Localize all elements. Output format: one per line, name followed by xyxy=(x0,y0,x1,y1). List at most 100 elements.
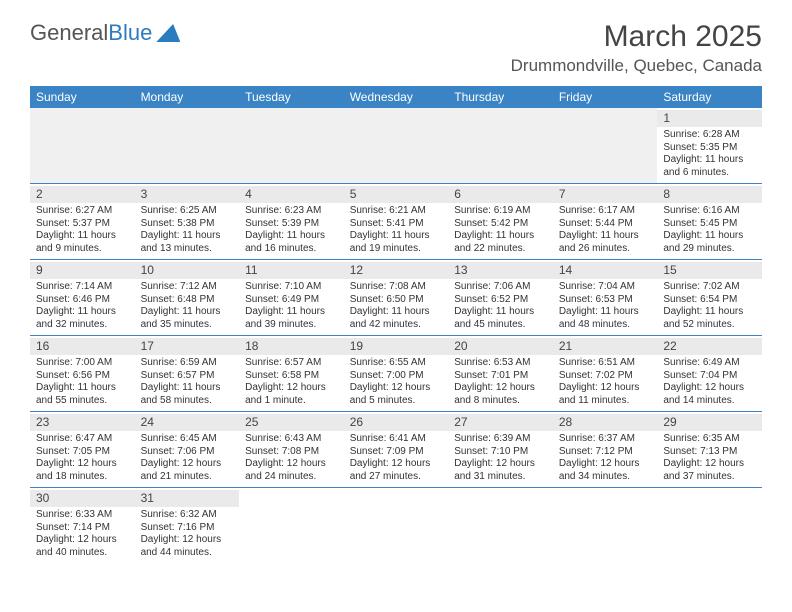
day-info: Sunrise: 6:32 AMSunset: 7:16 PMDaylight:… xyxy=(141,509,234,559)
daylight-text: Daylight: 12 hours and 8 minutes. xyxy=(454,382,547,407)
weekday-header: Monday xyxy=(135,86,240,108)
sunrise-text: Sunrise: 6:57 AM xyxy=(245,357,338,370)
day-info: Sunrise: 6:27 AMSunset: 5:37 PMDaylight:… xyxy=(36,205,129,255)
daylight-text: Daylight: 11 hours and 52 minutes. xyxy=(663,306,756,331)
calendar-day-cell: 13Sunrise: 7:06 AMSunset: 6:52 PMDayligh… xyxy=(448,260,553,336)
daylight-text: Daylight: 12 hours and 18 minutes. xyxy=(36,458,129,483)
calendar-day-cell xyxy=(239,108,344,184)
calendar-day-cell: 9Sunrise: 7:14 AMSunset: 6:46 PMDaylight… xyxy=(30,260,135,336)
day-info: Sunrise: 7:10 AMSunset: 6:49 PMDaylight:… xyxy=(245,281,338,331)
calendar-day-cell: 7Sunrise: 6:17 AMSunset: 5:44 PMDaylight… xyxy=(553,184,658,260)
day-info: Sunrise: 6:45 AMSunset: 7:06 PMDaylight:… xyxy=(141,433,234,483)
calendar-week-row: 2Sunrise: 6:27 AMSunset: 5:37 PMDaylight… xyxy=(30,184,762,260)
calendar-day-cell: 29Sunrise: 6:35 AMSunset: 7:13 PMDayligh… xyxy=(657,412,762,488)
sunrise-text: Sunrise: 6:43 AM xyxy=(245,433,338,446)
daylight-text: Daylight: 12 hours and 24 minutes. xyxy=(245,458,338,483)
day-number: 7 xyxy=(553,186,658,203)
day-info: Sunrise: 7:04 AMSunset: 6:53 PMDaylight:… xyxy=(559,281,652,331)
calendar-day-cell: 20 Sunrise: 6:53 AMSunset: 7:01 PMDayligh… xyxy=(448,336,553,412)
daylight-text: Daylight: 11 hours and 19 minutes. xyxy=(350,230,443,255)
daylight-text: Daylight: 12 hours and 27 minutes. xyxy=(350,458,443,483)
day-info: Sunrise: 6:55 AMSunset: 7:00 PMDaylight:… xyxy=(350,357,443,407)
sunrise-text: Sunrise: 6:27 AM xyxy=(36,205,129,218)
day-info: Sunrise: 6:51 AMSunset: 7:02 PMDaylight:… xyxy=(559,357,652,407)
sunset-text: Sunset: 6:46 PM xyxy=(36,294,129,307)
day-info: Sunrise: 6:39 AMSunset: 7:10 PMDaylight:… xyxy=(454,433,547,483)
sunset-text: Sunset: 7:01 PM xyxy=(454,370,547,383)
daylight-text: Daylight: 11 hours and 42 minutes. xyxy=(350,306,443,331)
daylight-text: Daylight: 12 hours and 5 minutes. xyxy=(350,382,443,407)
calendar-day-cell: 12 Sunrise: 7:08 AMSunset: 6:50 PMDayligh… xyxy=(344,260,449,336)
daylight-text: Daylight: 12 hours and 40 minutes. xyxy=(36,534,129,559)
weekday-header: Wednesday xyxy=(344,86,449,108)
calendar-week-row: 23Sunrise: 6:47 AMSunset: 7:05 PMDayligh… xyxy=(30,412,762,488)
calendar-day-cell: 30Sunrise: 6:33 AMSunset: 7:14 PMDayligh… xyxy=(30,488,135,564)
day-info: Sunrise: 6:16 AMSunset: 5:45 PMDaylight:… xyxy=(663,205,756,255)
header: GeneralBlue March 2025 Drummondville, Qu… xyxy=(30,20,762,76)
day-number: 16 xyxy=(30,338,135,355)
day-info: Sunrise: 7:06 AMSunset: 6:52 PMDaylight:… xyxy=(454,281,547,331)
calendar-week-row: 16Sunrise: 7:00 AMSunset: 6:56 PMDayligh… xyxy=(30,336,762,412)
calendar-day-cell: 5Sunrise: 6:21 AMSunset: 5:41 PMDaylight… xyxy=(344,184,449,260)
day-info: Sunrise: 7:08 AMSunset: 6:50 PMDaylight:… xyxy=(350,281,443,331)
calendar-week-row: 1Sunrise: 6:28 AMSunset: 5:35 PMDaylight… xyxy=(30,108,762,184)
sunset-text: Sunset: 7:05 PM xyxy=(36,446,129,459)
day-number: 4 xyxy=(239,186,344,203)
sunrise-text: Sunrise: 6:28 AM xyxy=(663,129,756,142)
sunrise-text: Sunrise: 7:08 AM xyxy=(350,281,443,294)
day-number: 21 xyxy=(553,338,658,355)
day-info: Sunrise: 6:25 AMSunset: 5:38 PMDaylight:… xyxy=(141,205,234,255)
day-number: 12 xyxy=(344,262,449,279)
day-number: 14 xyxy=(553,262,658,279)
daylight-text: Daylight: 12 hours and 31 minutes. xyxy=(454,458,547,483)
daylight-text: Daylight: 12 hours and 11 minutes. xyxy=(559,382,652,407)
calendar-day-cell: 26Sunrise: 6:41 AMSunset: 7:09 PMDayligh… xyxy=(344,412,449,488)
day-number: 18 xyxy=(239,338,344,355)
sunrise-text: Sunrise: 6:59 AM xyxy=(141,357,234,370)
sunset-text: Sunset: 5:35 PM xyxy=(663,142,756,155)
sunset-text: Sunset: 5:39 PM xyxy=(245,218,338,231)
daylight-text: Daylight: 11 hours and 35 minutes. xyxy=(141,306,234,331)
calendar-day-cell: 19Sunrise: 6:55 AMSunset: 7:00 PMDayligh… xyxy=(344,336,449,412)
daylight-text: Daylight: 11 hours and 26 minutes. xyxy=(559,230,652,255)
daylight-text: Daylight: 11 hours and 32 minutes. xyxy=(36,306,129,331)
sunset-text: Sunset: 7:13 PM xyxy=(663,446,756,459)
calendar-day-cell: 25Sunrise: 6:43 AMSunset: 7:08 PMDayligh… xyxy=(239,412,344,488)
sunset-text: Sunset: 7:16 PM xyxy=(141,522,234,535)
calendar-table: Sunday Monday Tuesday Wednesday Thursday… xyxy=(30,86,762,563)
daylight-text: Daylight: 12 hours and 34 minutes. xyxy=(559,458,652,483)
sunset-text: Sunset: 5:41 PM xyxy=(350,218,443,231)
daylight-text: Daylight: 11 hours and 29 minutes. xyxy=(663,230,756,255)
day-number: 30 xyxy=(30,490,135,507)
sunset-text: Sunset: 6:57 PM xyxy=(141,370,234,383)
day-info: Sunrise: 6:28 AMSunset: 5:35 PMDaylight:… xyxy=(663,129,756,179)
location-subtitle: Drummondville, Quebec, Canada xyxy=(511,56,762,76)
sunset-text: Sunset: 5:45 PM xyxy=(663,218,756,231)
daylight-text: Daylight: 11 hours and 6 minutes. xyxy=(663,154,756,179)
sunset-text: Sunset: 6:49 PM xyxy=(245,294,338,307)
daylight-text: Daylight: 12 hours and 44 minutes. xyxy=(141,534,234,559)
day-info: Sunrise: 6:59 AMSunset: 6:57 PMDaylight:… xyxy=(141,357,234,407)
calendar-day-cell xyxy=(344,488,449,564)
calendar-day-cell: 28Sunrise: 6:37 AMSunset: 7:12 PMDayligh… xyxy=(553,412,658,488)
calendar-day-cell xyxy=(239,488,344,564)
weekday-header: Sunday xyxy=(30,86,135,108)
calendar-day-cell: 11Sunrise: 7:10 AMSunset: 6:49 PMDayligh… xyxy=(239,260,344,336)
sunrise-text: Sunrise: 6:39 AM xyxy=(454,433,547,446)
day-info: Sunrise: 7:02 AMSunset: 6:54 PMDaylight:… xyxy=(663,281,756,331)
daylight-text: Daylight: 11 hours and 13 minutes. xyxy=(141,230,234,255)
sunrise-text: Sunrise: 6:32 AM xyxy=(141,509,234,522)
day-info: Sunrise: 6:53 AMSunset: 7:01 PMDaylight:… xyxy=(454,357,547,407)
day-number: 20 xyxy=(448,338,553,355)
weekday-header: Friday xyxy=(553,86,658,108)
calendar-day-cell: 17Sunrise: 6:59 AMSunset: 6:57 PMDayligh… xyxy=(135,336,240,412)
sunrise-text: Sunrise: 6:19 AM xyxy=(454,205,547,218)
day-number: 22 xyxy=(657,338,762,355)
sunset-text: Sunset: 5:37 PM xyxy=(36,218,129,231)
sunset-text: Sunset: 5:42 PM xyxy=(454,218,547,231)
sunrise-text: Sunrise: 7:10 AM xyxy=(245,281,338,294)
day-info: Sunrise: 7:12 AMSunset: 6:48 PMDaylight:… xyxy=(141,281,234,331)
calendar-day-cell: 27Sunrise: 6:39 AMSunset: 7:10 PMDayligh… xyxy=(448,412,553,488)
day-info: Sunrise: 6:57 AMSunset: 6:58 PMDaylight:… xyxy=(245,357,338,407)
daylight-text: Daylight: 11 hours and 22 minutes. xyxy=(454,230,547,255)
